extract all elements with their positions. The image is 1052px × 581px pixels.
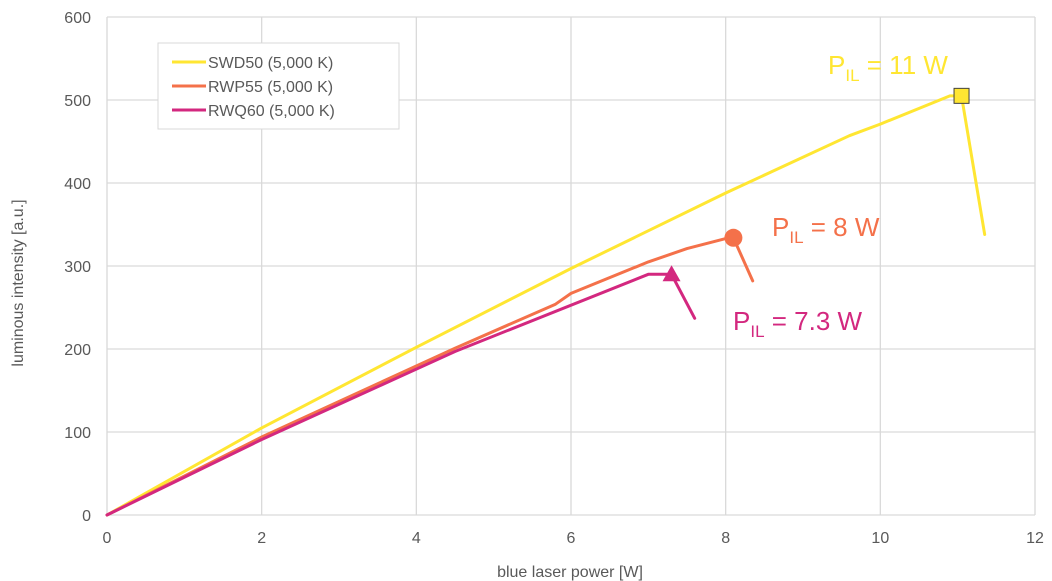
x-tick-labels: 0 2 4 6 8 10 12 [103,530,1044,547]
y-tick-label-2: 200 [64,342,91,359]
x-tick-label-4: 8 [721,530,730,547]
marker-circle-1 [724,228,743,247]
annotation-swd50: PIL = 11 W [828,50,948,85]
annotation-rwp55: PIL = 8 W [772,212,880,247]
legend-box [157,42,400,130]
x-tick-label-6: 12 [1026,530,1044,547]
y-tick-label-0: 0 [82,508,91,525]
y-tick-label-1: 100 [64,425,91,442]
y-tick-label-3: 300 [64,259,91,276]
series-line-1 [105,236,755,517]
legend-label-0: SWD50 (5,000 K) [208,55,333,72]
x-tick-label-1: 2 [257,530,266,547]
y-tick-label-4: 400 [64,176,91,193]
legend-label-1: RWP55 (5,000 K) [208,79,333,96]
marker-square-0 [953,87,970,104]
x-tick-label-3: 6 [567,530,576,547]
y-tick-labels: 0 100 200 300 400 500 600 [64,10,91,525]
y-tick-label-5: 500 [64,93,91,110]
series-markers [662,87,970,282]
series-line-2 [105,272,697,517]
x-axis-title: blue laser power [W] [497,564,643,581]
marker-triangle-2 [662,265,681,282]
y-tick-label-6: 600 [64,10,91,27]
y-axis-title: luminous intensity [a.u.] [10,199,27,366]
x-tick-label-5: 10 [871,530,889,547]
x-tick-label-2: 4 [412,530,421,547]
annotation-rwq60: PIL = 7.3 W [733,306,863,341]
legend: SWD50 (5,000 K) RWP55 (5,000 K) RWQ60 (5,0… [157,42,400,130]
legend-label-2: RWQ60 (5,000 K) [208,103,335,120]
annotations: PIL = 11 W PIL = 8 W PIL = 7.3 W [733,50,948,341]
x-tick-label-0: 0 [103,530,112,547]
